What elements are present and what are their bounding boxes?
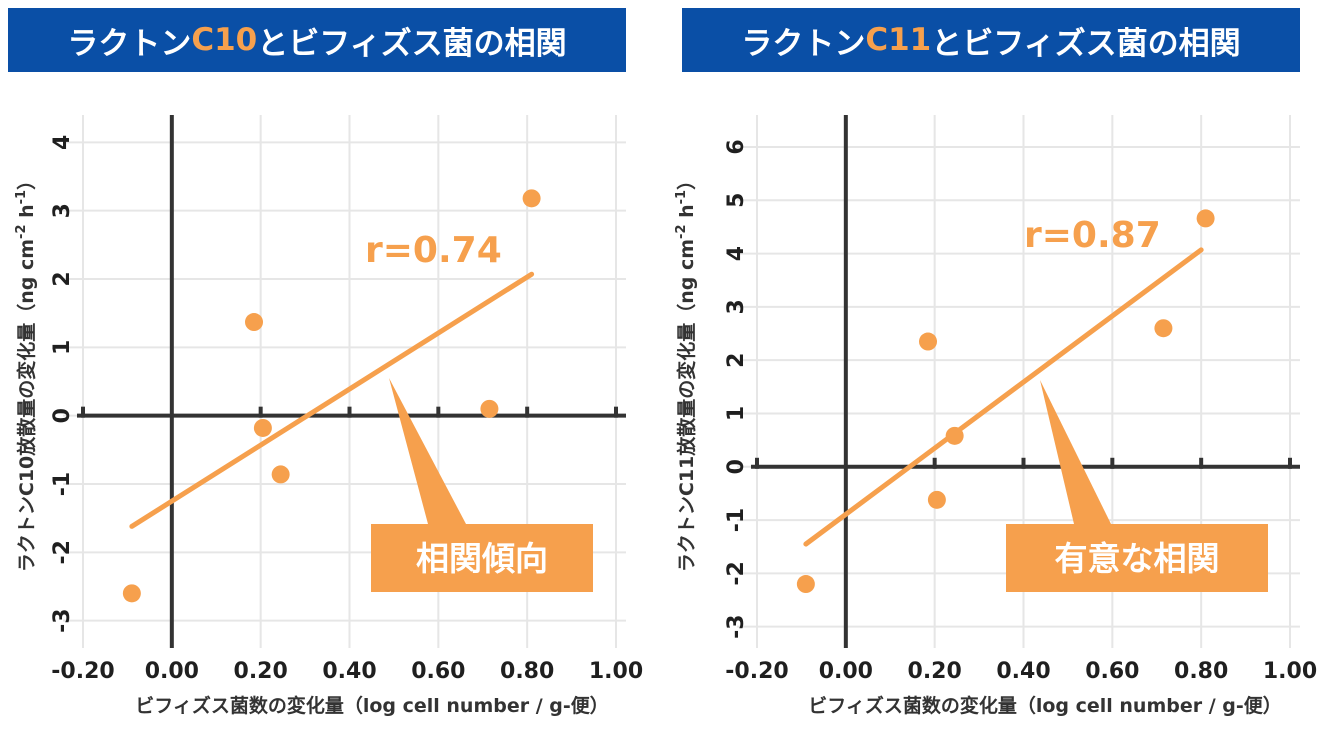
x-tick-label: -0.20	[725, 659, 788, 684]
x-tick-label: 0.60	[1085, 659, 1139, 684]
y-tick-label: 1	[724, 406, 749, 421]
x-tick-label: 0.80	[500, 659, 554, 684]
y-axis-label-part: h	[676, 204, 698, 224]
scatter-plot-c10: -0.20 0.00 0.20 0.40 0.60 0.80 1.00 -3 -2 -1 0 1 2 3 4…	[14, 115, 643, 717]
x-tick-label: 0.00	[145, 659, 199, 684]
data-point	[1154, 319, 1173, 338]
chart-title-highlight: C10	[191, 22, 258, 58]
chart-title-suffix: とビフィズス菌の相関	[257, 25, 567, 62]
x-axis-label: ビフィズス菌数の変化量（log cell number / g-便）	[135, 694, 609, 717]
x-tick-label: 0.20	[234, 659, 288, 684]
x-tick-label: 0.40	[322, 659, 376, 684]
x-tick-label: 1.00	[589, 659, 643, 684]
data-point	[927, 490, 946, 509]
y-axis-label-superscript: -2	[674, 224, 689, 238]
x-tick-label: 0.00	[819, 659, 873, 684]
callout-box	[371, 524, 593, 592]
data-point	[1196, 209, 1215, 228]
y-tick-label: 3	[50, 203, 75, 218]
y-tick-label: -1	[50, 472, 75, 496]
y-axis-label: ラクトンC11放散量の変化量（ng cm-2 h-1）	[674, 171, 698, 572]
y-axis-label-part: h	[16, 204, 38, 224]
y-tick-label: 0	[724, 459, 749, 474]
y-axis-label-part: ラクトンC10放散量の変化量（ng cm	[15, 239, 38, 572]
x-tick-label: 0.80	[1174, 659, 1228, 684]
callout-pointer	[389, 378, 466, 524]
regression-line	[803, 247, 1204, 547]
chart-title-prefix: ラクトン	[741, 25, 866, 62]
x-tick-label: -0.20	[51, 659, 114, 684]
scatter-plot-c11: -0.20 0.00 0.20 0.40 0.60 0.80 1.00 -3 -2 -1 0 1 2 3 4…	[674, 115, 1317, 717]
data-point	[122, 584, 141, 603]
y-axis-label-superscript: -1	[14, 190, 29, 204]
data-point	[796, 575, 815, 594]
y-tick-label: 4	[724, 246, 749, 261]
x-axis-label: ビフィズス菌数の変化量（log cell number / g-便）	[808, 694, 1282, 717]
y-tick-label: 2	[50, 271, 75, 286]
y-axis-label-superscript: -2	[14, 224, 29, 238]
y-tick-label: -3	[50, 608, 75, 632]
chart-title-c10: ラクトン C10 とビフィズス菌の相関	[8, 8, 626, 72]
y-axis-label-superscript: -1	[674, 190, 689, 204]
data-point	[522, 189, 541, 208]
chart-panel-c11: ラクトン C11 とビフィズス菌の相関 -0.20 0.00 0.20 0.40 0.60 0…	[660, 0, 1320, 740]
data-point	[245, 313, 264, 332]
data-point	[945, 426, 964, 445]
y-tick-label: 2	[724, 353, 749, 368]
data-point	[271, 465, 290, 484]
y-axis-label-part: ）	[15, 171, 38, 190]
y-tick-label: 6	[724, 139, 749, 154]
y-axis-label-part: ラクトンC11放散量の変化量（ng cm	[675, 239, 698, 572]
x-tick-label: 0.60	[411, 659, 465, 684]
y-tick-label: -2	[724, 561, 749, 585]
y-tick-label: -3	[724, 614, 749, 638]
y-tick-label: 0	[50, 408, 75, 423]
y-tick-label: 3	[724, 299, 749, 314]
x-tick-label: 1.00	[1263, 659, 1317, 684]
data-point	[919, 332, 938, 351]
y-axis-label-part: ）	[675, 171, 698, 190]
callout-label: 相関傾向	[416, 539, 548, 578]
y-tick-label: -2	[50, 540, 75, 564]
y-tick-label: 1	[50, 340, 75, 355]
x-tick-label: 0.40	[996, 659, 1050, 684]
chart-title-highlight: C11	[865, 22, 932, 58]
data-point	[253, 418, 272, 437]
regression-line	[129, 271, 535, 529]
y-tick-label: -1	[724, 508, 749, 532]
data-point	[480, 399, 499, 418]
chart-title-suffix: とビフィズス菌の相関	[931, 25, 1241, 62]
correlation-label: r=0.87	[1024, 215, 1161, 256]
chart-panel-c10: ラクトン C10 とビフィズス菌の相関 -0.20 0.00 0.20 0.40 0.60 0…	[8, 8, 643, 717]
y-tick-label: 4	[50, 135, 75, 150]
correlation-label: r=0.74	[365, 230, 502, 271]
callout-label: 有意な相関	[1055, 539, 1220, 578]
y-tick-label: 5	[724, 193, 749, 208]
callout-pointer	[1040, 380, 1111, 524]
callout-box	[1006, 524, 1268, 592]
x-tick-label: 0.20	[908, 659, 962, 684]
chart-title-c11: ラクトン C11 とビフィズス菌の相関	[682, 8, 1300, 72]
chart-title-prefix: ラクトン	[67, 25, 192, 62]
y-axis-label: ラクトンC10放散量の変化量（ng cm-2 h-1）	[14, 171, 38, 572]
